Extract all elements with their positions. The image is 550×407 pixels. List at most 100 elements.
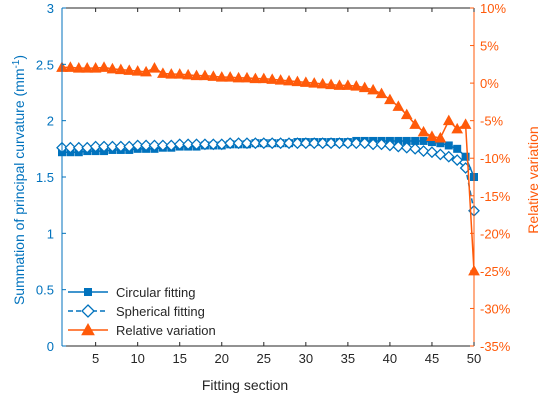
data-point (241, 71, 253, 83)
data-point (367, 138, 380, 151)
data-point (409, 118, 421, 129)
data-point (383, 139, 396, 152)
data-point (375, 138, 388, 151)
data-point (358, 81, 371, 93)
data-point (384, 93, 396, 105)
data-point (308, 137, 321, 150)
data-point (350, 80, 363, 91)
data-point (157, 67, 169, 78)
data-point (131, 139, 144, 152)
data-point (148, 139, 161, 152)
data-point (182, 138, 195, 151)
data-point (64, 61, 77, 72)
data-point (257, 137, 270, 150)
data-point (232, 137, 245, 150)
legend-label: Spherical fitting (116, 304, 205, 319)
legend-label: Circular fitting (116, 285, 195, 300)
data-point (249, 137, 262, 150)
data-point (215, 71, 228, 82)
y-axis-left-label-exponent: -1 (11, 59, 22, 68)
y-left-tick-label: 0 (47, 339, 54, 354)
x-tick-label: 10 (130, 351, 144, 366)
data-point (375, 87, 388, 99)
series-layer (56, 61, 480, 276)
plot-frame (62, 8, 474, 346)
data-point (442, 114, 455, 126)
legend-entry: Relative variation (68, 322, 216, 338)
y-right-tick-label: -35% (480, 339, 511, 354)
data-point (442, 150, 455, 163)
data-point (148, 62, 161, 73)
data-point (274, 137, 287, 150)
data-point (426, 146, 438, 159)
data-point (98, 61, 110, 72)
y-right-tick-label: 5% (480, 39, 499, 54)
x-tick-label: 30 (299, 351, 313, 366)
data-point (434, 148, 447, 161)
data-point (224, 71, 237, 82)
x-axis-label: Fitting section (202, 377, 288, 393)
plot-background (62, 8, 474, 346)
data-point (190, 138, 203, 151)
data-point (451, 122, 464, 134)
data-point (325, 137, 337, 150)
y-right-tick-label: 10% (480, 1, 506, 16)
data-point (165, 68, 178, 79)
x-tick-label: 50 (467, 351, 481, 366)
data-point (400, 141, 413, 154)
data-point (81, 62, 94, 73)
y-left-tick-label: 0.5 (36, 283, 54, 298)
data-point (182, 68, 194, 80)
y-right-tick-label: -30% (480, 301, 511, 316)
y-right-tick-label: -5% (480, 114, 504, 129)
data-point (392, 100, 405, 111)
data-point (156, 139, 169, 152)
y-axis-right-label: Relative variation (525, 126, 541, 233)
data-point (333, 137, 346, 150)
data-point (419, 136, 428, 145)
series-triangle (56, 61, 480, 276)
data-point (123, 64, 136, 75)
data-point (266, 73, 279, 84)
data-point (199, 69, 211, 81)
data-point (417, 145, 430, 158)
data-point (444, 141, 453, 150)
data-point (266, 137, 279, 150)
data-point (72, 141, 85, 154)
data-point (115, 63, 127, 75)
data-point (291, 137, 304, 150)
y-right-tick-label: 0% (480, 76, 499, 91)
y-right-tick-label: -10% (480, 151, 511, 166)
x-tick-label: 40 (383, 351, 397, 366)
data-point (114, 140, 127, 153)
y-left-tick-label: 1 (47, 226, 54, 241)
data-point (89, 62, 102, 73)
data-point (350, 137, 363, 150)
data-point (199, 138, 211, 151)
data-point (459, 118, 472, 129)
data-point (409, 142, 422, 155)
data-point (131, 65, 144, 76)
data-point (207, 138, 220, 151)
legend-label: Relative variation (116, 323, 216, 338)
y-left-tick-label: 2.5 (36, 57, 54, 72)
y-axis-left-label-text: Summation of principal curvature (mm (11, 69, 27, 306)
data-point (342, 79, 354, 90)
data-point (283, 137, 295, 150)
data-point (299, 76, 312, 87)
legend-marker (84, 288, 92, 296)
y-axis-left-label: Summation of principal curvature (mm-1) (11, 55, 27, 305)
legend-marker (81, 322, 95, 336)
data-point (190, 69, 203, 81)
data-point (232, 71, 245, 83)
x-tick-label: 5 (92, 351, 99, 366)
data-point (173, 68, 186, 79)
data-point (207, 70, 220, 81)
data-point (316, 137, 329, 150)
legend: Circular fitting Spherical fitting Relativ… (68, 285, 216, 338)
x-tick-label: 15 (172, 351, 186, 366)
data-point (72, 62, 85, 73)
y-right-tick-label: -25% (480, 264, 511, 279)
x-tick-label: 25 (257, 351, 271, 366)
